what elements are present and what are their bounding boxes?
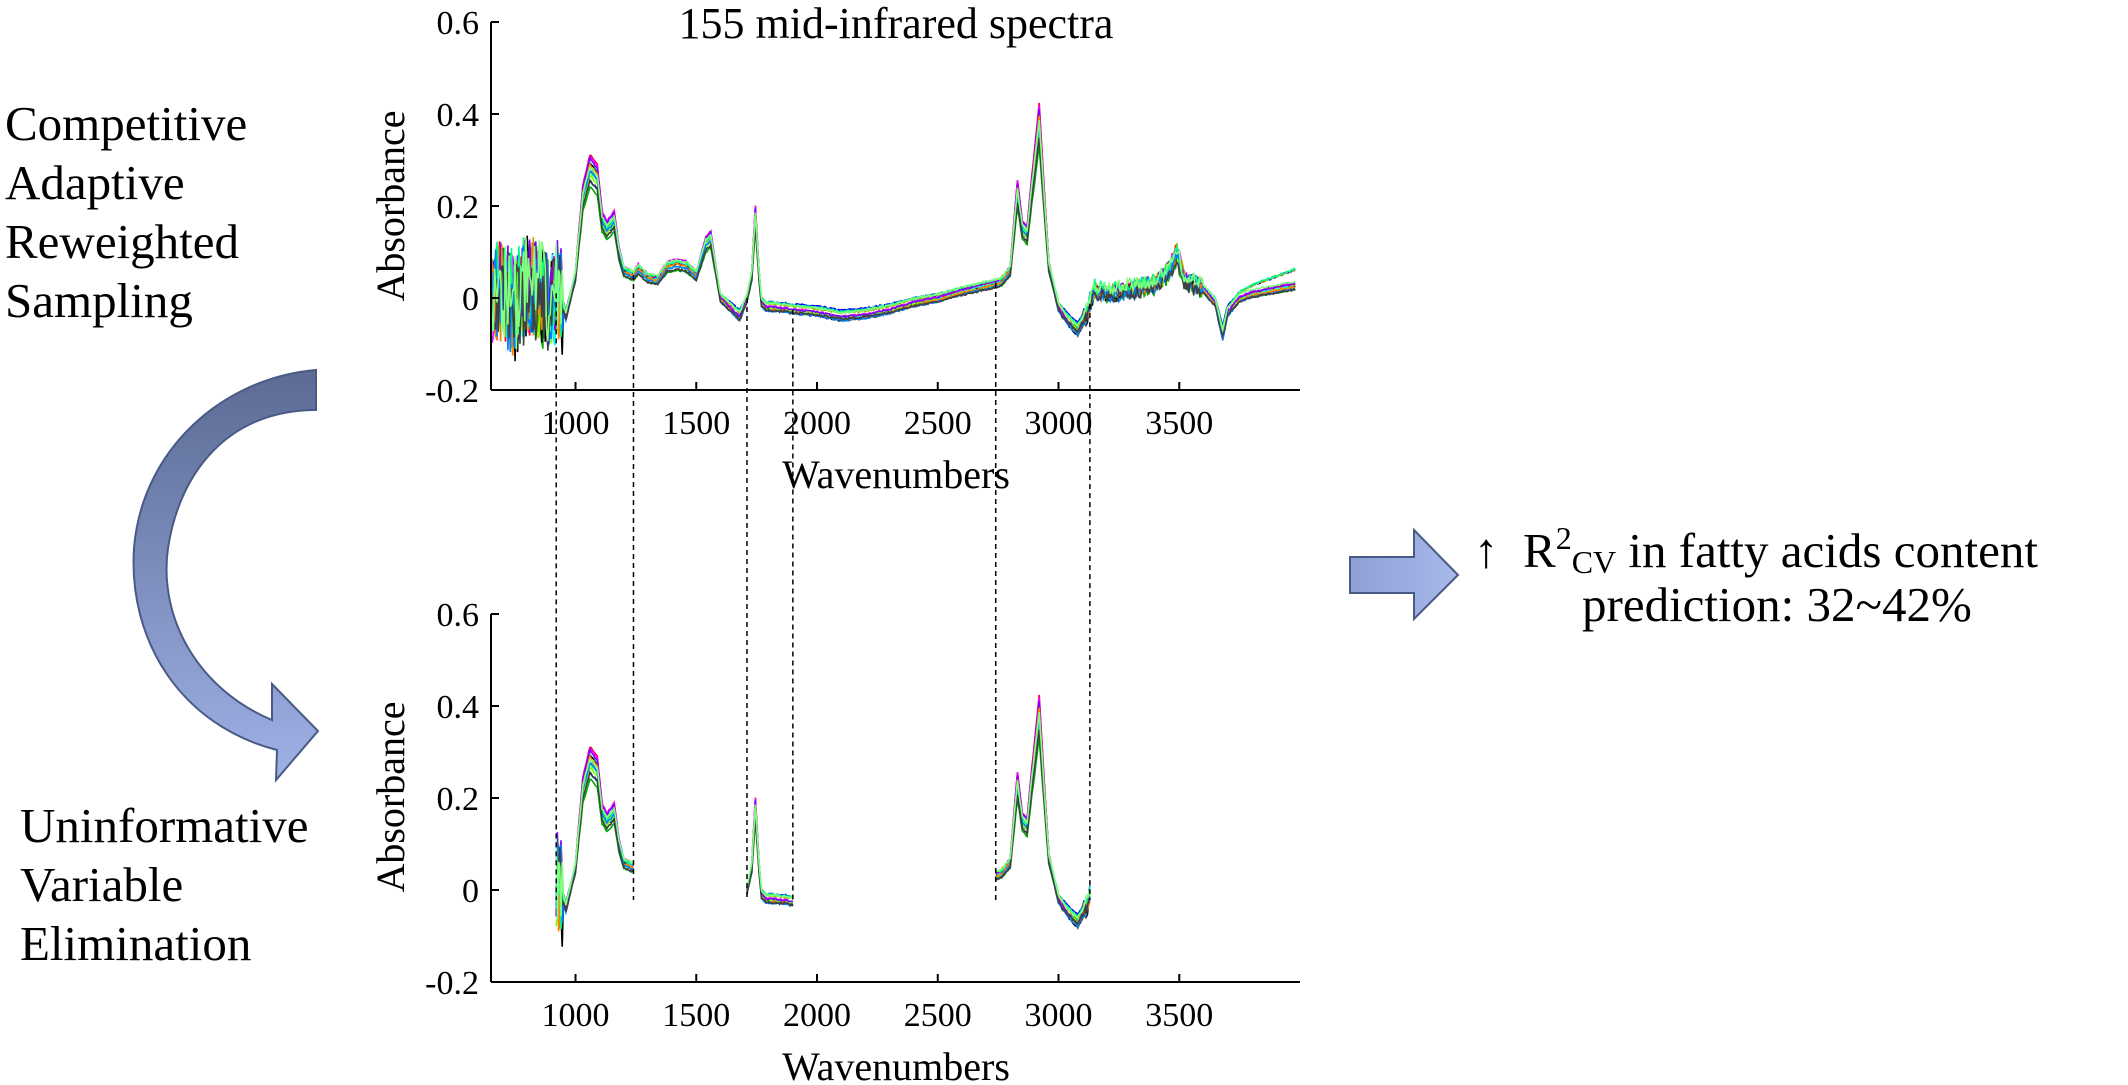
bottom-xtick-label: 3500 [1145,997,1213,1034]
top-series-line [490,130,1296,349]
top-series-line [490,113,1296,353]
top-ytick-label: 0.6 [437,5,480,42]
result-line-2: prediction: 32~42% [1582,577,1972,632]
cars-method-label: Competitive Adaptive Reweighted Sampling [5,94,247,330]
r-letter: R [1523,523,1556,578]
bottom-ytick-label: 0.6 [437,597,480,634]
cars-line-3: Reweighted [5,214,240,269]
top-xtick-label: 2500 [904,405,972,442]
bottom-series-line [995,729,1091,926]
bottom-series-line [995,696,1091,925]
top-ylabel: Absorbance [368,110,413,301]
bottom-xtick-label: 1500 [662,997,730,1034]
top-ytick-label: 0.4 [437,97,480,134]
bottom-ytick-label: -0.2 [425,965,479,1002]
uve-line-1: Uninformative [20,798,309,853]
result-arrow [1349,527,1460,622]
bottom-series-line [995,705,1091,928]
bottom-series-line [555,757,635,920]
bottom-xtick-label: 3000 [1025,997,1093,1034]
top-ytick-label: 0 [462,281,479,318]
bottom-xtick-label: 1000 [542,997,610,1034]
top-series-line [490,145,1296,349]
result-line-1: ↑ R2CV in fatty acids content [1474,508,2038,592]
bottom-series-line [995,700,1091,925]
uve-line-2: Variable [20,857,184,912]
bottom-ytick-label: 0.2 [437,781,480,818]
bottom-xtick-label: 2500 [904,997,972,1034]
top-xtick-label: 1000 [542,405,610,442]
bottom-series-line [555,772,635,904]
bottom-series-line [995,694,1091,928]
bottom-spectra-chart: 1000 1500 2000 2500 3000 3500 -0.2 0 0.2 0.4 0.6 W… [368,597,1300,1085]
cars-line-2: Adaptive [5,155,185,210]
top-spectra-chart: 1000 1500 2000 2500 3000 3500 -0.2 0 0.2 0.4 0.6 1… [368,0,1300,497]
uve-line-3: Elimination [20,916,252,971]
curved-workflow-arrow [132,368,320,783]
top-series-line [490,123,1296,353]
bottom-series-line [746,804,794,900]
top-series-group [490,102,1296,362]
bottom-series-line [995,707,1091,928]
top-title: 155 mid-infrared spectra [679,0,1114,48]
bottom-series-line [555,770,634,912]
bottom-series-line [995,712,1091,919]
bottom-xtick-label: 2000 [783,997,851,1034]
top-ytick-label: 0.2 [437,189,480,226]
r-subscript: CV [1571,544,1617,580]
r-superscript: 2 [1555,520,1572,556]
bottom-ytick-label: 0 [462,873,479,910]
top-xlabel: Wavenumbers [782,452,1010,497]
bottom-series-group [555,694,1091,947]
top-xtick-label: 2000 [783,405,851,442]
bottom-series-line [995,705,1091,930]
cars-line-1: Competitive [5,96,248,151]
top-ytick-label: -0.2 [425,373,479,410]
bottom-ytick-label: 0.4 [437,689,480,726]
top-xtick-label: 3000 [1025,405,1093,442]
top-xtick-label: 1500 [662,405,730,442]
top-series-line [490,137,1296,351]
up-arrow-icon: ↑ [1474,523,1499,578]
top-series-line [490,113,1296,362]
cars-line-4: Sampling [5,273,193,328]
bottom-ylabel: Absorbance [368,701,413,892]
bottom-xlabel: Wavenumbers [782,1044,1010,1085]
bottom-series-line [556,746,635,914]
uve-method-label: Uninformative Variable Elimination [20,796,308,973]
top-xtick-label: 3500 [1145,405,1213,442]
top-series-line [490,120,1296,350]
result-line-1-text: in fatty acids content [1628,523,2038,578]
interval-connectors [555,275,1091,900]
